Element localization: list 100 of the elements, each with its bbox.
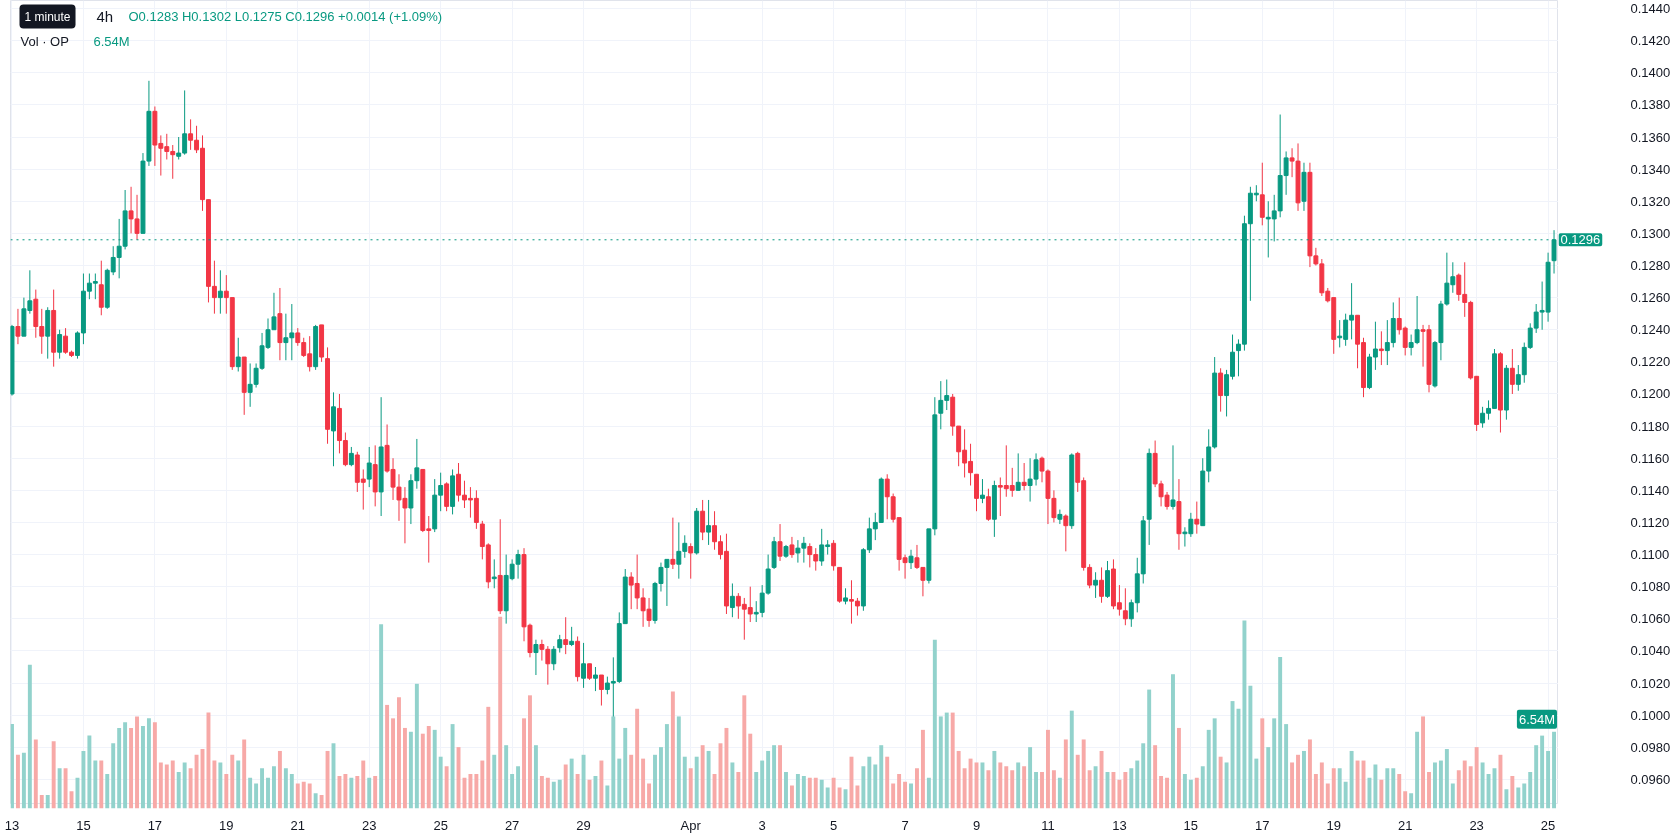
bar	[932, 639, 937, 809]
bar	[1534, 745, 1539, 809]
bar	[498, 616, 503, 809]
bar	[736, 772, 741, 809]
x-tick-label: 13	[4, 817, 20, 833]
bar	[867, 756, 872, 809]
y-tick-label: 0.1260	[1630, 290, 1671, 306]
bar	[1272, 718, 1277, 809]
bar	[986, 770, 991, 809]
bar	[1397, 773, 1402, 809]
bar	[1188, 779, 1193, 809]
bar	[813, 777, 818, 809]
candlestick	[1218, 367, 1224, 413]
y-tick-label: 0.1220	[1630, 354, 1671, 370]
bar	[33, 739, 38, 809]
candlestick	[1099, 566, 1105, 604]
bar	[51, 741, 56, 809]
x-tick-label: 25	[1540, 817, 1556, 833]
bar	[700, 745, 705, 809]
y-tick-label: 0.1280	[1630, 257, 1671, 273]
bar	[873, 764, 878, 809]
candlestick	[491, 558, 497, 589]
text: O0.1283 H0.1302 L0.1275 C0.1296 +0.0014 (+1.09%)	[128, 9, 443, 24]
bar	[658, 747, 663, 809]
bar	[1331, 768, 1336, 809]
x-tick-label: 21	[1397, 817, 1413, 833]
bar	[1385, 768, 1390, 809]
bar	[1051, 770, 1056, 809]
bar	[438, 756, 443, 809]
candlestick	[1170, 444, 1176, 511]
chart-title: Vol · OP	[20, 34, 69, 49]
bar	[1355, 760, 1360, 809]
candlestick	[729, 582, 735, 618]
y-tick-label: 0.1040	[1630, 643, 1671, 659]
bar	[897, 773, 902, 809]
bar	[57, 768, 62, 809]
candlestick	[1057, 509, 1063, 525]
y-tick-label: 0.1340	[1630, 161, 1671, 177]
bar	[271, 766, 276, 809]
bar	[1087, 770, 1092, 809]
bar	[1415, 731, 1420, 809]
candlestick	[235, 337, 241, 372]
bar	[629, 754, 634, 809]
bar	[1516, 787, 1521, 809]
x-tick-label: 17	[1255, 817, 1270, 833]
bar	[1135, 760, 1140, 809]
y-tick-label: 0.1120	[1630, 514, 1670, 530]
x-tick-label: 25	[433, 817, 448, 833]
bar	[1218, 756, 1223, 809]
bar	[819, 779, 824, 809]
candlestick	[533, 639, 539, 676]
bar	[283, 768, 288, 809]
bar	[373, 775, 378, 809]
bar	[825, 787, 830, 809]
bar	[1022, 766, 1027, 809]
bar	[1099, 750, 1104, 809]
bar	[1456, 770, 1461, 809]
bar	[1040, 772, 1044, 809]
bar	[712, 773, 717, 809]
x-tick-label: 5	[830, 817, 838, 833]
y-tick-label: 0.1240	[1630, 322, 1671, 338]
bar	[123, 722, 128, 809]
bar	[397, 697, 401, 809]
candlestick	[563, 616, 569, 655]
bar	[1498, 754, 1503, 809]
bar	[1409, 793, 1414, 809]
bar	[266, 777, 270, 809]
bar	[1260, 718, 1265, 809]
bar	[742, 695, 747, 809]
bar	[1307, 739, 1312, 809]
bar	[670, 691, 675, 809]
bar	[778, 745, 782, 809]
y-tick-label: 0.0960	[1630, 771, 1671, 787]
bar	[21, 752, 26, 809]
candlestick	[777, 523, 783, 562]
bar	[1444, 749, 1449, 809]
bar	[1296, 754, 1300, 809]
candlestick	[15, 308, 21, 345]
candlestick	[1122, 587, 1128, 626]
bar	[861, 766, 866, 809]
bar	[968, 758, 973, 809]
y-tick-label: 0.1320	[1630, 193, 1671, 209]
bar	[1004, 766, 1009, 809]
x-tick-label: 15	[76, 817, 91, 833]
bar	[807, 777, 812, 809]
bar	[385, 704, 390, 809]
bar	[486, 706, 491, 809]
ref-line-label: 0.1296	[1560, 232, 1601, 248]
bar	[379, 624, 384, 809]
annotation: 1 minute	[24, 9, 71, 24]
bar	[1528, 772, 1533, 809]
chart-subtitle: 6.54M	[93, 34, 130, 49]
bar	[1182, 773, 1187, 809]
bar	[1319, 762, 1324, 809]
y-tick-label: 0.1160	[1630, 450, 1670, 466]
bar	[391, 718, 395, 809]
bar	[539, 775, 544, 809]
y-tick-label: 0.1060	[1630, 611, 1671, 627]
candlestick	[366, 446, 372, 488]
bar	[998, 762, 1003, 809]
